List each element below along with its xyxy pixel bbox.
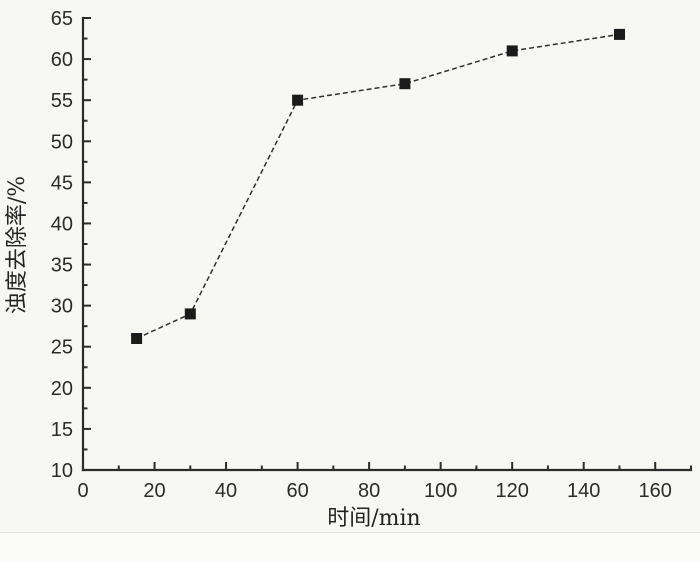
x-tick-label: 40	[215, 480, 237, 502]
y-tick-label: 60	[51, 49, 73, 71]
data-point-marker	[506, 45, 518, 57]
data-point-marker	[131, 333, 143, 344]
y-tick-label: 55	[51, 90, 73, 112]
y-tick-label: 30	[51, 296, 73, 318]
y-tick-label: 40	[51, 213, 73, 235]
x-tick-label: 160	[639, 480, 672, 502]
x-tick-label: 100	[424, 480, 457, 502]
y-tick-label: 50	[51, 131, 73, 153]
y-tick-label: 10	[51, 460, 73, 482]
y-tick-label: 25	[51, 337, 73, 359]
y-tick-label: 20	[51, 378, 73, 400]
data-point-marker	[614, 28, 625, 40]
x-tick-label: 140	[567, 480, 600, 502]
x-tick-label: 120	[495, 480, 528, 502]
data-series	[131, 28, 625, 344]
x-tick-label: 80	[358, 480, 380, 502]
y-tick-label: 45	[51, 172, 73, 194]
data-point-marker	[292, 94, 304, 106]
axes: 0 20 40 60 80 100 120 140 160 10 15 20 25 30 35 40 45 50 5…	[51, 8, 693, 502]
x-axis-title: 时间/min	[327, 506, 420, 531]
x-tick-label: 0	[77, 480, 88, 502]
data-point-marker	[184, 308, 196, 320]
y-axis-title: 浊度去除率/%	[5, 176, 30, 314]
y-tick-label: 35	[51, 255, 73, 277]
y-tick-label: 15	[51, 419, 73, 441]
x-tick-label: 20	[143, 480, 165, 502]
data-point-marker	[399, 78, 411, 90]
x-tick-label: 60	[286, 480, 308, 502]
series-line	[136, 33, 620, 340]
y-tick-label: 65	[51, 8, 73, 30]
